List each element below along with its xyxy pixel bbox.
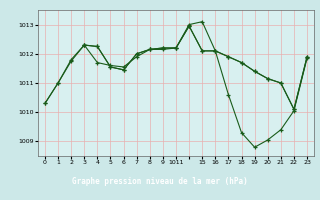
Text: Graphe pression niveau de la mer (hPa): Graphe pression niveau de la mer (hPa) [72, 178, 248, 186]
